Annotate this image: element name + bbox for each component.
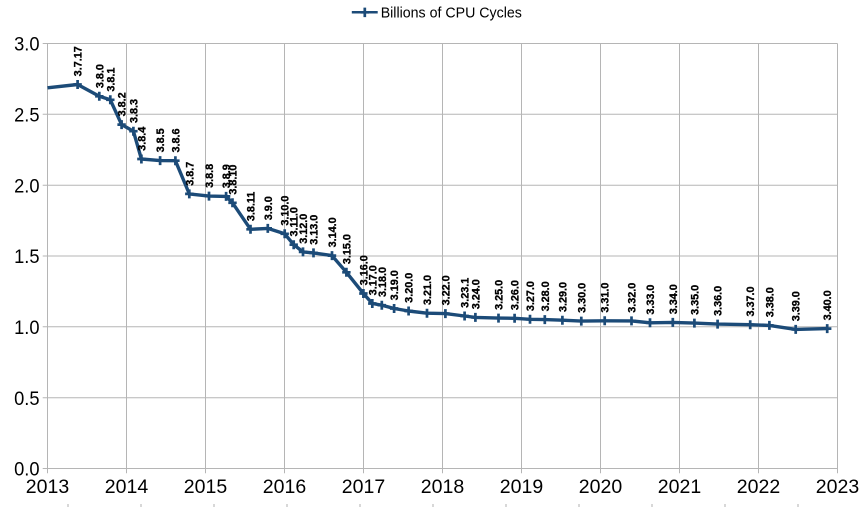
- svg-text:2019: 2019: [500, 476, 543, 498]
- svg-text:2013: 2013: [26, 476, 69, 498]
- svg-text:3.19.0: 3.19.0: [389, 270, 401, 300]
- svg-text:3.8.7: 3.8.7: [184, 162, 196, 186]
- svg-text:3.23.1: 3.23.1: [460, 278, 472, 308]
- svg-text:1.5: 1.5: [14, 246, 40, 268]
- svg-text:2016: 2016: [263, 476, 306, 498]
- svg-text:3.8.9: 3.8.9: [221, 164, 233, 188]
- svg-text:3.33.0: 3.33.0: [645, 285, 657, 315]
- svg-text:3.13.0: 3.13.0: [308, 215, 320, 245]
- svg-text:3.16.0: 3.16.0: [358, 255, 370, 285]
- svg-text:3.25.0: 3.25.0: [493, 280, 505, 310]
- svg-text:1.0: 1.0: [14, 317, 40, 339]
- svg-text:3.14.0: 3.14.0: [327, 217, 339, 247]
- svg-text:3.8.1: 3.8.1: [105, 68, 117, 92]
- svg-text:3.22.0: 3.22.0: [440, 275, 452, 305]
- svg-text:3.7.17: 3.7.17: [73, 46, 85, 76]
- svg-text:3.34.0: 3.34.0: [668, 284, 680, 314]
- svg-text:3.12.0: 3.12.0: [298, 214, 310, 244]
- svg-text:3.20.0: 3.20.0: [404, 273, 416, 303]
- svg-text:3.27.0: 3.27.0: [525, 281, 537, 311]
- svg-text:3.39.0: 3.39.0: [791, 291, 803, 321]
- svg-text:3.17.0: 3.17.0: [367, 265, 379, 295]
- svg-text:3.15.0: 3.15.0: [341, 234, 353, 264]
- svg-text:3.30.0: 3.30.0: [576, 283, 588, 313]
- svg-text:3.8.2: 3.8.2: [117, 92, 129, 116]
- svg-text:3.32.0: 3.32.0: [626, 283, 638, 313]
- svg-text:3.8.5: 3.8.5: [155, 128, 167, 152]
- svg-text:3.8.10: 3.8.10: [227, 165, 239, 195]
- svg-text:3.24.0: 3.24.0: [470, 279, 482, 309]
- svg-text:3.8.3: 3.8.3: [128, 99, 140, 123]
- svg-text:2022: 2022: [737, 476, 780, 498]
- svg-text:3.36.0: 3.36.0: [713, 286, 725, 316]
- svg-text:2014: 2014: [105, 476, 149, 498]
- svg-text:3.10.0: 3.10.0: [280, 196, 292, 226]
- svg-text:2023: 2023: [816, 476, 859, 498]
- svg-text:3.8.8: 3.8.8: [204, 164, 216, 188]
- svg-text:3.8.6: 3.8.6: [170, 128, 182, 152]
- svg-text:3.9.0: 3.9.0: [263, 196, 275, 220]
- svg-text:3.11.0: 3.11.0: [289, 207, 301, 236]
- svg-text:3.8.11: 3.8.11: [245, 192, 257, 221]
- svg-text:3.8.0: 3.8.0: [94, 64, 106, 88]
- svg-text:3.28.0: 3.28.0: [540, 281, 552, 311]
- svg-text:2.5: 2.5: [14, 104, 40, 126]
- svg-text:2.0: 2.0: [14, 175, 40, 197]
- svg-text:3.26.0: 3.26.0: [510, 280, 522, 310]
- svg-text:Billions of CPU Cycles: Billions of CPU Cycles: [381, 5, 522, 21]
- svg-text:3.21.0: 3.21.0: [422, 275, 434, 305]
- svg-text:2020: 2020: [579, 476, 623, 498]
- svg-text:3.37.0: 3.37.0: [745, 286, 757, 316]
- svg-text:2017: 2017: [342, 476, 385, 498]
- svg-text:3.18.0: 3.18.0: [377, 267, 389, 297]
- svg-text:2015: 2015: [184, 476, 228, 498]
- svg-text:3.31.0: 3.31.0: [600, 283, 612, 313]
- svg-text:0.5: 0.5: [14, 388, 40, 410]
- svg-text:3.0: 3.0: [14, 34, 40, 56]
- svg-text:3.38.0: 3.38.0: [764, 287, 776, 317]
- svg-text:2018: 2018: [421, 476, 464, 498]
- svg-text:3.40.0: 3.40.0: [822, 290, 834, 320]
- svg-text:3.29.0: 3.29.0: [557, 282, 569, 312]
- svg-text:3.8.4: 3.8.4: [136, 127, 148, 151]
- svg-text:0.0: 0.0: [14, 459, 40, 481]
- svg-text:3.35.0: 3.35.0: [689, 285, 701, 315]
- svg-text:2021: 2021: [658, 476, 701, 498]
